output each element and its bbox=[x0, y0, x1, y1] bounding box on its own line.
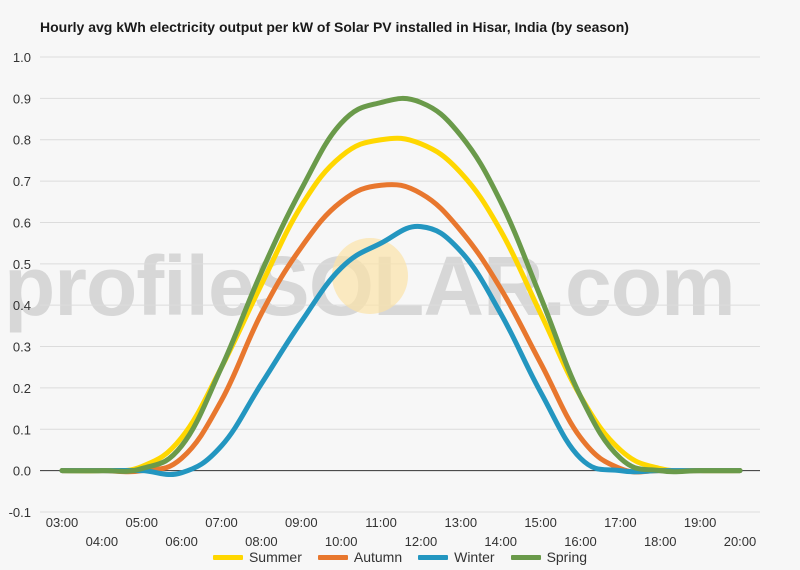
legend-swatch bbox=[212, 554, 243, 560]
x-tick-label: 07:00 bbox=[205, 515, 238, 530]
y-tick-label: -0.1 bbox=[9, 505, 31, 520]
series-lines bbox=[59, 95, 743, 478]
x-axis: 03:00 04:00 05:00 06:00 07:00 08:00 09:00 10:00… bbox=[46, 515, 757, 549]
legend-item-autumn[interactable]: Autumn bbox=[317, 549, 403, 565]
x-tick-label: 20:00 bbox=[724, 534, 757, 549]
x-tick-label: 03:00 bbox=[46, 515, 79, 530]
legend-swatch bbox=[510, 554, 541, 560]
y-tick-label: 0.7 bbox=[13, 174, 31, 189]
x-tick-label: 05:00 bbox=[125, 515, 158, 530]
x-tick-label: 06:00 bbox=[165, 534, 198, 549]
legend-label: Spring bbox=[546, 549, 588, 565]
y-tick-label: 0.9 bbox=[13, 91, 31, 106]
legend-label: Summer bbox=[248, 549, 302, 565]
series-line-spring bbox=[59, 95, 743, 475]
x-tick-label: 04:00 bbox=[86, 534, 119, 549]
legend-item-spring[interactable]: Spring bbox=[510, 549, 588, 565]
y-tick-label: 0.8 bbox=[13, 133, 31, 148]
legend-item-summer[interactable]: Summer bbox=[212, 549, 302, 565]
legend: Summer Autumn Winter Spring bbox=[0, 549, 800, 565]
y-tick-label: 0.1 bbox=[13, 422, 31, 437]
x-tick-label: 11:00 bbox=[365, 515, 397, 530]
series-line-summer bbox=[59, 135, 743, 474]
x-tick-label: 15:00 bbox=[524, 515, 557, 530]
x-tick-label: 17:00 bbox=[604, 515, 637, 530]
x-tick-label: 12:00 bbox=[405, 534, 438, 549]
x-tick-label: 10:00 bbox=[325, 534, 358, 549]
y-tick-label: 0.0 bbox=[13, 464, 31, 479]
legend-label: Winter bbox=[454, 549, 495, 565]
x-tick-label: 08:00 bbox=[245, 534, 278, 549]
y-tick-label: 0.2 bbox=[13, 381, 31, 396]
x-tick-label: 19:00 bbox=[684, 515, 717, 530]
y-tick-label: 0.4 bbox=[13, 298, 31, 313]
y-axis: -0.1 0.0 0.1 0.2 0.3 0.4 0.5 0.6 0.7 0.8 0.9 1.0 bbox=[9, 50, 31, 520]
x-tick-label: 13:00 bbox=[445, 515, 478, 530]
legend-item-winter[interactable]: Winter bbox=[418, 549, 495, 565]
legend-swatch bbox=[418, 554, 449, 560]
y-tick-label: 0.6 bbox=[13, 215, 31, 230]
series-line-winter bbox=[59, 223, 743, 478]
x-tick-label: 14:00 bbox=[484, 534, 517, 549]
y-tick-label: 0.3 bbox=[13, 340, 31, 355]
legend-label: Autumn bbox=[353, 549, 403, 565]
x-tick-label: 16:00 bbox=[564, 534, 597, 549]
legend-swatch bbox=[317, 554, 348, 560]
x-tick-label: 18:00 bbox=[644, 534, 677, 549]
y-tick-label: 0.5 bbox=[13, 257, 31, 272]
chart-title: Hourly avg kWh electricity output per kW… bbox=[40, 19, 629, 35]
y-tick-label: 1.0 bbox=[13, 50, 31, 65]
x-tick-label: 09:00 bbox=[285, 515, 318, 530]
